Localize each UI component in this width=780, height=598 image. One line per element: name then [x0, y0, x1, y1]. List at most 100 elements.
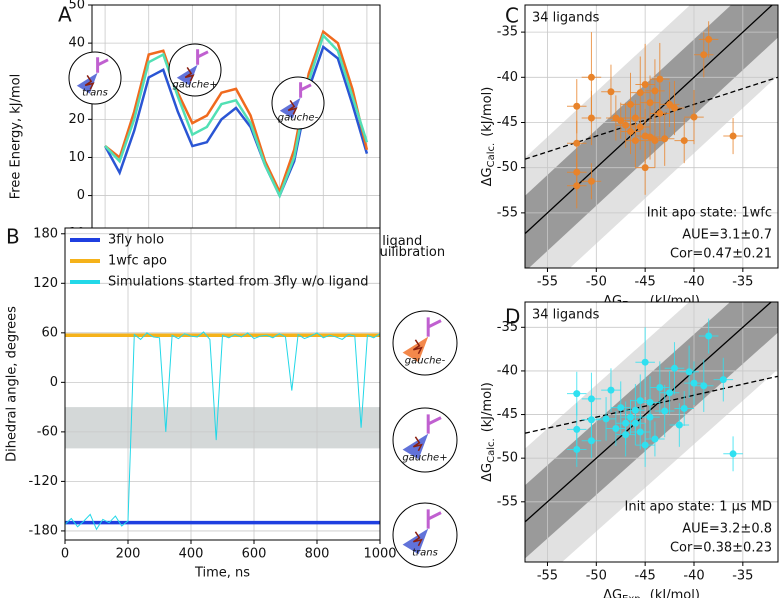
y-tick-label: -120	[28, 474, 58, 489]
point	[651, 137, 659, 145]
point	[573, 445, 581, 453]
annotation: Cor=0.47±0.21	[670, 247, 772, 262]
plot-area	[65, 228, 380, 540]
x-tick-label: -50	[586, 569, 607, 584]
panel-label: A	[58, 3, 72, 27]
inset-structure	[299, 82, 312, 98]
legend-label: 3fly holo	[108, 233, 164, 248]
point	[646, 99, 654, 107]
y-tick-label: 50	[68, 0, 85, 13]
x-tick-label: 800	[305, 547, 330, 562]
x-tick-label: 1000	[363, 547, 396, 562]
inset-label: gauche-	[405, 356, 446, 367]
label-sub: Exp.	[622, 594, 644, 598]
series-line	[104, 29, 369, 196]
point	[587, 437, 595, 445]
label-sub: Calc.	[486, 143, 497, 168]
y-tick-label: -50	[497, 160, 518, 175]
annotation: 34 ligands	[532, 308, 600, 323]
y-tick-label: 0	[77, 188, 85, 203]
point	[587, 177, 595, 185]
point	[700, 51, 708, 59]
axes-frame	[524, 4, 779, 269]
x-tick-label: -35	[732, 569, 753, 584]
inset-structure	[412, 436, 423, 452]
point	[700, 382, 708, 390]
point	[656, 384, 664, 392]
point	[675, 421, 683, 429]
x-tick-label: -50	[586, 275, 607, 290]
annotation: AUE=3.2±0.8	[682, 522, 772, 537]
point	[636, 397, 644, 405]
label-unit: (kJ/mol)	[650, 588, 700, 598]
point	[690, 113, 698, 121]
point	[661, 135, 669, 143]
point	[729, 132, 737, 140]
inset-structure	[287, 99, 298, 115]
x-tick-label: -40	[683, 569, 704, 584]
y-tick-label: -40	[497, 70, 518, 85]
shaded-region	[65, 407, 380, 449]
y-tick-label: -40	[497, 363, 518, 378]
point	[622, 121, 630, 129]
label-unit: (kJ/mol)	[480, 87, 495, 137]
y-tick-label: -60	[37, 424, 58, 439]
agreement-band	[525, 302, 778, 559]
panel: -55-50-45-40-35-55-50-45-40-35ΔGExp.(kJ/…	[480, 301, 779, 598]
point	[680, 137, 688, 145]
point	[607, 88, 615, 96]
legend-label: 1wfc apo	[108, 254, 167, 269]
point	[680, 404, 688, 412]
point	[641, 81, 649, 89]
point	[666, 389, 674, 397]
inset-label: trans	[82, 87, 108, 98]
plot-background	[65, 228, 380, 540]
point	[626, 128, 634, 136]
point	[729, 450, 737, 458]
y-tick-label: -45	[497, 407, 518, 422]
annotation: Init apo state: 1wfc	[647, 206, 772, 221]
inset-structure	[426, 317, 442, 337]
axes-frame	[64, 227, 381, 541]
y-tick-label: -180	[28, 523, 58, 538]
x-tick-label: -45	[635, 569, 656, 584]
series-line	[65, 331, 380, 531]
axis-label: ΔGCalc. (kJ/mol)	[480, 382, 498, 482]
label-unit: (kJ/mol)	[480, 382, 495, 432]
label-sub: Calc.	[486, 438, 497, 463]
y-tick-label: 120	[33, 276, 58, 291]
point	[685, 368, 693, 376]
x-tick-label: -35	[732, 275, 753, 290]
y-tick-label: -55	[497, 205, 518, 220]
point	[587, 114, 595, 122]
point	[626, 413, 634, 421]
inset-label: gauche-	[278, 112, 319, 123]
x-tick-label: -55	[537, 275, 558, 290]
annotation: 34 ligands	[532, 11, 600, 26]
legend-label: Simulations started from 3fly w/o ligand	[108, 275, 369, 290]
panel: -55-50-45-40-35-55-50-45-40-35ΔGExp.(kJ/…	[480, 4, 779, 311]
point	[617, 117, 625, 125]
point	[646, 133, 654, 141]
annotation: AUE=3.1±0.7	[682, 228, 772, 243]
point	[656, 75, 664, 83]
inset-structure	[412, 531, 423, 547]
point	[641, 358, 649, 366]
axes-frame	[524, 301, 779, 563]
inset-structure	[184, 66, 195, 82]
inset-structure	[196, 49, 209, 65]
inset-structure	[412, 339, 423, 355]
point	[573, 425, 581, 433]
point	[573, 102, 581, 110]
point	[602, 415, 610, 423]
axis-label: Dihedral angle, degrees	[5, 306, 20, 462]
y-tick-label: 60	[41, 325, 58, 340]
x-tick-label: 0	[61, 547, 69, 562]
point	[661, 407, 669, 415]
label-main: ΔG	[480, 167, 495, 186]
series-line	[103, 44, 369, 199]
plot-area	[525, 5, 778, 268]
y-tick-label: 40	[68, 36, 85, 51]
annotation: Init apo state: 1 µs MD	[625, 500, 772, 515]
